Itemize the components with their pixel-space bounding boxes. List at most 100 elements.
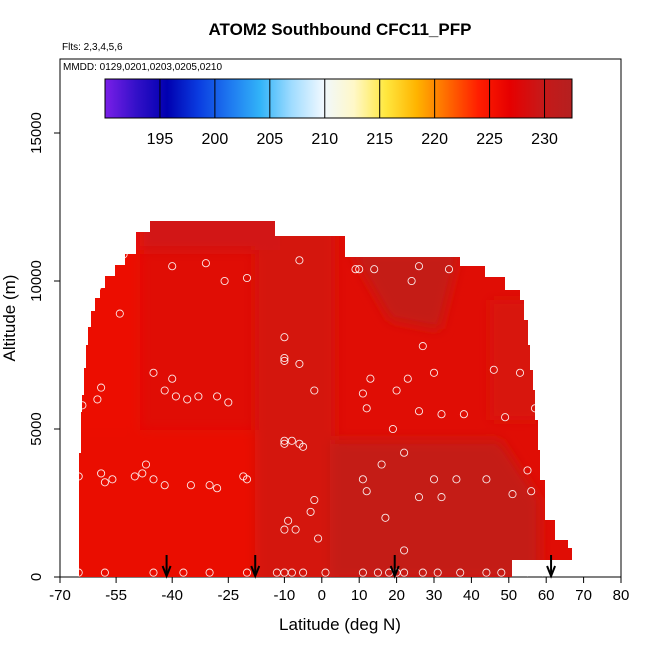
sample-point bbox=[482, 568, 491, 577]
sample-point bbox=[482, 475, 491, 484]
sample-point bbox=[534, 288, 543, 297]
sample-point bbox=[414, 407, 424, 416]
colorbar-gradient bbox=[104, 78, 573, 119]
x-tick-label: -55 bbox=[105, 587, 127, 604]
flight-arrow bbox=[250, 555, 261, 579]
sample-point bbox=[358, 475, 367, 484]
sample-point bbox=[508, 490, 517, 499]
sample-point bbox=[295, 256, 304, 265]
flight-arrow bbox=[161, 555, 172, 579]
sample-point bbox=[74, 472, 83, 481]
sample-point bbox=[100, 568, 109, 577]
sample-point bbox=[414, 493, 424, 502]
sample-point bbox=[433, 568, 442, 577]
sample-point bbox=[179, 568, 188, 577]
sample-point bbox=[512, 268, 521, 277]
sample-point bbox=[205, 568, 214, 577]
sample-point bbox=[351, 265, 360, 274]
sample-point bbox=[489, 365, 498, 374]
sample-point bbox=[392, 386, 401, 395]
sample-point bbox=[527, 487, 536, 496]
sample-point bbox=[213, 484, 222, 493]
sample-point bbox=[437, 410, 446, 419]
x-tick-label: 80 bbox=[613, 587, 630, 604]
x-tick-label: 70 bbox=[575, 587, 592, 604]
x-tick-label: -70 bbox=[49, 587, 71, 604]
x-tick-label: 30 bbox=[426, 587, 443, 604]
sample-point bbox=[295, 359, 304, 368]
sample-point bbox=[186, 481, 195, 490]
sample-point bbox=[93, 395, 102, 404]
sample-point bbox=[299, 568, 308, 577]
data-field bbox=[79, 221, 572, 577]
sample-point bbox=[93, 282, 102, 291]
sample-point bbox=[100, 478, 109, 487]
sample-point bbox=[456, 568, 465, 577]
sample-point bbox=[224, 398, 233, 407]
sample-point bbox=[242, 273, 252, 283]
sample-point bbox=[538, 568, 547, 577]
sample-point bbox=[205, 481, 214, 490]
sample-point bbox=[160, 481, 169, 490]
sample-point bbox=[149, 368, 158, 377]
sample-point bbox=[115, 309, 124, 318]
sample-point bbox=[579, 555, 588, 564]
y-axis-label: Altitude (m) bbox=[0, 275, 19, 362]
sample-point bbox=[183, 395, 192, 404]
sample-point bbox=[78, 401, 87, 410]
sample-point bbox=[299, 442, 308, 451]
sample-point bbox=[220, 276, 229, 286]
sample-point bbox=[429, 475, 439, 484]
flight-arrow bbox=[389, 555, 400, 579]
sample-point bbox=[201, 259, 210, 268]
colorbar-tick-label: 200 bbox=[202, 131, 229, 148]
x-tick-label: 60 bbox=[538, 587, 555, 604]
sample-point bbox=[377, 460, 386, 469]
sample-point bbox=[310, 495, 319, 505]
sample-point bbox=[280, 353, 289, 363]
sample-point bbox=[497, 568, 506, 577]
sample-point bbox=[149, 568, 158, 577]
y-tick-label: 15000 bbox=[28, 112, 45, 154]
colorbar-tick-label: 215 bbox=[366, 131, 393, 148]
sample-point bbox=[280, 439, 289, 448]
sample-point bbox=[149, 475, 158, 484]
sample-point bbox=[149, 208, 158, 217]
sample-point bbox=[362, 487, 371, 496]
colorbar-tick-label: 230 bbox=[531, 131, 558, 148]
sample-point bbox=[414, 262, 424, 271]
dates-label: MMDD: 0129,0201,0203,0205,0210 bbox=[63, 62, 222, 73]
x-tick-label: -25 bbox=[217, 587, 239, 604]
sample-point bbox=[418, 342, 427, 351]
sample-point bbox=[171, 392, 180, 401]
chart-title: ATOM2 Southbound CFC11_PFP bbox=[209, 20, 472, 39]
x-tick-label: -40 bbox=[161, 587, 183, 604]
sample-point bbox=[400, 448, 409, 457]
sample-point bbox=[130, 472, 139, 481]
sample-point bbox=[97, 383, 106, 392]
sample-point bbox=[160, 386, 169, 395]
sample-point bbox=[141, 460, 151, 469]
sample-point bbox=[366, 374, 375, 383]
sample-point bbox=[321, 568, 330, 577]
x-tick-label: 20 bbox=[388, 587, 405, 604]
sample-point bbox=[291, 525, 300, 534]
sample-point bbox=[515, 368, 525, 377]
sample-point bbox=[314, 534, 323, 543]
sample-point bbox=[400, 546, 409, 555]
sample-point bbox=[370, 265, 379, 274]
sample-point bbox=[310, 386, 319, 395]
sample-point bbox=[459, 410, 468, 419]
sample-point bbox=[168, 262, 177, 271]
colorbar-tick-label: 210 bbox=[311, 131, 338, 148]
colorbar-tick-label: 220 bbox=[421, 131, 448, 148]
colorbar-tick-label: 195 bbox=[147, 131, 174, 148]
x-axis-label: Latitude (deg N) bbox=[279, 615, 401, 634]
y-tick-label: 5000 bbox=[28, 412, 45, 445]
sample-point bbox=[358, 568, 367, 577]
y-tick-label: 0 bbox=[28, 573, 45, 581]
x-tick-label: -10 bbox=[274, 587, 296, 604]
sample-point bbox=[280, 217, 289, 226]
flight-arrow bbox=[546, 555, 556, 579]
